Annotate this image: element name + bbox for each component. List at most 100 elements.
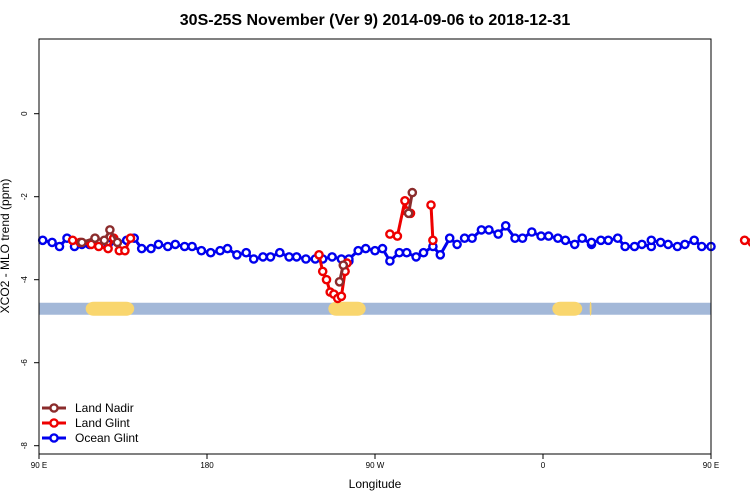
ocean-glint-point — [476, 225, 487, 235]
ocean-glint-point — [196, 245, 207, 256]
ocean-glint-point — [54, 241, 65, 252]
land-nadir-point — [407, 187, 418, 198]
land-glint-point — [385, 229, 395, 239]
ocean-glint-point — [696, 241, 707, 252]
ocean-glint-point — [672, 241, 683, 252]
ocean-glint-point — [284, 252, 294, 262]
land-nadir-point — [403, 208, 414, 219]
ocean-glint-point — [274, 247, 285, 258]
x-tick-label: 90 W — [366, 461, 385, 470]
legend-label-land-glint: Land Glint — [75, 416, 130, 430]
ocean-glint-point — [258, 252, 268, 262]
ocean-glint-point — [596, 235, 606, 246]
ocean-glint-point — [411, 252, 421, 262]
x-tick-label: 180 — [200, 461, 214, 470]
ocean-glint-point — [418, 247, 429, 258]
land-nadir-point — [338, 260, 349, 271]
ocean-glint-point — [222, 243, 233, 254]
ocean-glint-point — [153, 239, 164, 250]
land-glint-point — [400, 195, 410, 206]
ocean-glint-point — [612, 233, 623, 243]
ocean-glint-point — [146, 243, 156, 254]
ocean-glint-point — [536, 231, 546, 241]
land-glint-point — [125, 233, 136, 243]
ocean-glint-point — [517, 233, 528, 243]
ocean-glint-point — [527, 227, 537, 237]
legend-marker-land-glint — [49, 418, 59, 428]
land-glint-point — [67, 235, 78, 246]
land-nadir-point — [112, 237, 123, 248]
ocean-glint-point — [629, 241, 640, 252]
land-band-segment-0 — [85, 301, 135, 316]
ocean-glint-point — [435, 249, 446, 260]
ocean-glint-point — [353, 245, 364, 256]
series-land-glint — [67, 195, 750, 304]
land-band-segment-3 — [589, 301, 592, 316]
ocean-glint-point — [586, 237, 597, 248]
ocean-glint-point — [136, 243, 147, 254]
y-tick-label: -6 — [20, 359, 29, 367]
land-glint-point — [93, 241, 104, 252]
legend-label-ocean-glint: Ocean Glint — [75, 431, 139, 445]
land-glint-point — [426, 200, 436, 210]
series-land-nadir — [77, 187, 418, 287]
ocean-glint-point — [689, 235, 700, 246]
y-axis-label: XCO2 - MLO trend (ppm) — [0, 179, 12, 314]
ocean-glint-point — [170, 239, 181, 250]
y-tick-label: 0 — [20, 111, 29, 116]
land-nadir-point — [334, 276, 345, 287]
land-glint-point — [392, 231, 403, 241]
ocean-glint-point — [577, 233, 588, 243]
ocean-glint-point — [663, 239, 673, 250]
ocean-glint-point — [620, 241, 630, 252]
y-axis: 0 -2 -4 -6 -8 — [20, 111, 39, 449]
ocean-glint-point — [510, 233, 520, 243]
land-nadir-point — [77, 237, 87, 248]
y-tick-label: -2 — [20, 193, 29, 201]
land-glint-point — [317, 266, 328, 277]
ocean-glint-point — [553, 233, 563, 243]
ocean-glint-point — [377, 243, 388, 254]
ocean-glint-point — [401, 247, 412, 258]
ocean-glint-point — [327, 252, 337, 262]
land-glint-point — [336, 291, 347, 302]
x-tick-label: 0 — [541, 461, 546, 470]
legend-marker-land-nadir — [49, 403, 59, 413]
series-ocean-glint — [37, 220, 716, 266]
land-glint-point — [120, 245, 130, 256]
ocean-glint-point — [543, 231, 554, 241]
land-glint-point — [321, 274, 332, 285]
ocean-band — [39, 302, 711, 315]
ocean-glint-point — [500, 220, 511, 231]
ocean-glint-point — [569, 239, 580, 250]
ocean-glint-point — [637, 239, 647, 250]
ocean-glint-point — [248, 254, 259, 264]
ocean-glint-point — [444, 233, 455, 243]
land-nadir-point — [90, 233, 100, 243]
chart-title: 30S-25S November (Ver 9) 2014-09-06 to 2… — [180, 12, 571, 29]
ocean-glint-point — [162, 241, 173, 252]
ocean-glint-point — [655, 237, 666, 248]
ocean-glint-point — [205, 247, 216, 258]
ocean-glint-point — [291, 252, 302, 262]
land-glint-point — [739, 235, 750, 246]
x-tick-label: 90 E — [31, 461, 47, 470]
ocean-glint-point — [47, 237, 57, 248]
land-ocean-band — [39, 301, 711, 316]
ocean-glint-point — [37, 235, 48, 246]
land-band-segment-2 — [552, 301, 583, 316]
ocean-glint-point — [646, 235, 657, 246]
legend-label-land-nadir: Land Nadir — [75, 401, 134, 415]
ocean-glint-point — [459, 233, 470, 243]
ocean-glint-point — [493, 229, 504, 239]
x-tick-label: 90 E — [703, 461, 719, 470]
ocean-glint-point — [187, 241, 197, 252]
land-glint-line-3 — [429, 204, 435, 241]
x-axis-label: Longitude — [349, 477, 402, 491]
ocean-glint-point — [560, 235, 571, 246]
y-tick-label: -8 — [20, 442, 29, 450]
land-glint-point — [103, 243, 113, 254]
ocean-glint-point — [301, 254, 311, 264]
